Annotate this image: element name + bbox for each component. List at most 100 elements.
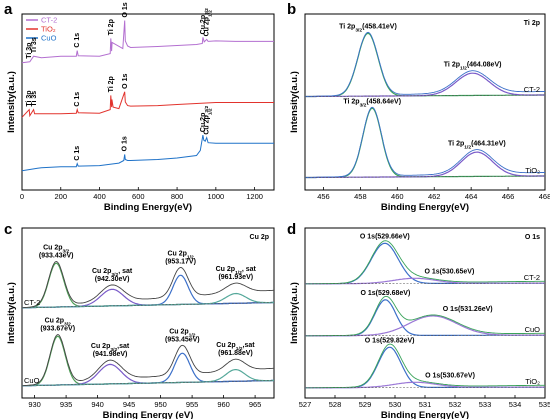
y-axis-title: Intensity(a.u.) [6,282,17,344]
text-span: Ti 3s [31,91,38,107]
subscript: 1/2 [460,65,467,71]
text-span: Cu 2p [200,113,207,132]
subscript: 3/2 [63,248,70,254]
peak-annotation: Ti 2p [108,19,115,35]
x-axis-title: Binding Energy(eV) [381,410,469,419]
peak-label: O 1s(529.82eV) [365,338,415,345]
x-tick-label: 940 [91,400,104,409]
peak-annotation: Ti 3s [31,37,38,53]
subscript: 3/2 [110,347,117,353]
peak-label-value: (953.17V) [165,258,196,265]
text-span: O 1s(529.68eV) [360,290,410,297]
sample-label: CT-2 [524,273,540,282]
sample-label: CT-2 [24,298,40,307]
panel-d: d 527 528 529 530 531 532 533 534 535 Binding Ener… [287,221,550,419]
x-tick-label: 935 [60,400,73,409]
text-span: Cu 2p [216,266,235,273]
peak-label: Ti 2p3/2(458.41eV) [339,23,397,33]
x-tick-label: 200 [55,192,68,201]
text-span: O 1s(529.66eV) [360,234,410,241]
peak-label: Ti 2p3/2(458.64eV) [343,98,401,108]
plot-frame [304,13,546,191]
x-tick-label: 930 [28,400,41,409]
peak-label-value: (942.30eV) [95,276,130,283]
x-tick-label: 535 [539,400,550,409]
peak-fit [305,299,545,337]
peak-label: O 1s(530.65eV) [425,268,475,275]
text-span: O 1s(529.82eV) [365,338,415,345]
text-span: C 1s [74,92,81,107]
y-axis-title: Intensity(a.u.) [289,71,300,133]
panel-letter-b: b [287,1,296,18]
x-tick-label: 532 [449,400,462,409]
baseline [21,380,274,387]
peak-label: O 1s(529.66eV) [360,234,410,241]
text-span: O 1s [122,74,129,89]
panel-letter-d: d [287,221,296,238]
subscript: 1/2 [235,270,242,276]
baseline [21,302,274,309]
series-line-CT-2 [21,20,274,64]
sample-label: CuO [525,325,541,334]
text-span: O 1s [122,2,129,17]
x-tick-label: 460 [391,192,404,201]
peak-fit [305,151,545,179]
peak-label: Cu 2p3/2 [43,245,70,255]
y-axis-title: Intensity(a.u.) [289,282,300,344]
subscript: 1/2 [236,346,243,352]
x-axis-title: Binding Energy(eV) [381,202,469,213]
text-span: Ti 2p [444,62,460,69]
peak-annotation: C 1s [74,146,81,161]
x-tick-label: 950 [154,400,167,409]
baseline [305,175,545,178]
x-tick-label: 464 [465,192,478,201]
text-span: Cu 2p [216,342,235,349]
x-tick-label: 965 [249,400,262,409]
text-span: Ti 2p [448,141,464,148]
spectrum-envelope [305,106,545,178]
peak-label-value: (933.67eV) [40,326,75,333]
text-span: Cu 2p [204,17,211,36]
text-span: O 1s(530.65eV) [425,268,475,275]
series-line-CuO [21,135,274,172]
peak-fit [305,32,545,98]
peak-annotation: Ti 3p [26,90,33,106]
subscript: 3/2 [111,271,118,277]
text-span: Cu 2p [43,245,62,252]
text-span: ,sat [117,343,130,350]
sample-label: CuO [24,376,40,385]
text-span: (464.31eV) [471,141,506,148]
sample-label: TiO₂ [525,377,540,386]
x-tick-label: 468 [539,192,550,201]
text-span: Ti 2p [108,76,115,92]
text-span: Cu 2p [169,328,188,335]
x-tick-label: 955 [186,400,199,409]
text-span: (458.64eV) [366,98,401,105]
text-span: O 1s(531.26eV) [443,306,493,313]
text-span: C 1s [74,146,81,161]
spectrum-envelope [305,240,546,285]
text-span: O 1s [122,136,129,151]
x-tick-label: 527 [299,400,312,409]
text-span: Cu 2p [204,115,211,134]
peak-label: Cu 2p1/2, sat [216,266,257,276]
text-span: Cu 2p [167,250,186,257]
x-axis-title: Binding Energy(eV) [104,202,192,213]
x-tick-label: 800 [171,192,184,201]
spectrum-envelope [305,31,545,97]
panel-title: Ti 2p [524,20,540,27]
x-tick-label: 528 [329,400,342,409]
text-span: Cu 2p [45,318,64,325]
peak-label: Cu 2p1/2 [169,328,196,338]
text-span: Ti 2p [339,23,355,30]
text-span: , sat [242,266,257,273]
text-span: Cu 2p [91,343,110,350]
subscript: 3/2 [355,27,362,33]
peak-label-value: (961.93eV) [218,274,253,281]
x-tick-label: 533 [479,400,492,409]
peak-annotation: O 1s [122,74,129,89]
text-span: ,sat [243,342,256,349]
x-tick-label: 945 [123,400,136,409]
x-tick-label: 531 [419,400,432,409]
peak-label: O 1s(530.67eV) [425,372,475,379]
